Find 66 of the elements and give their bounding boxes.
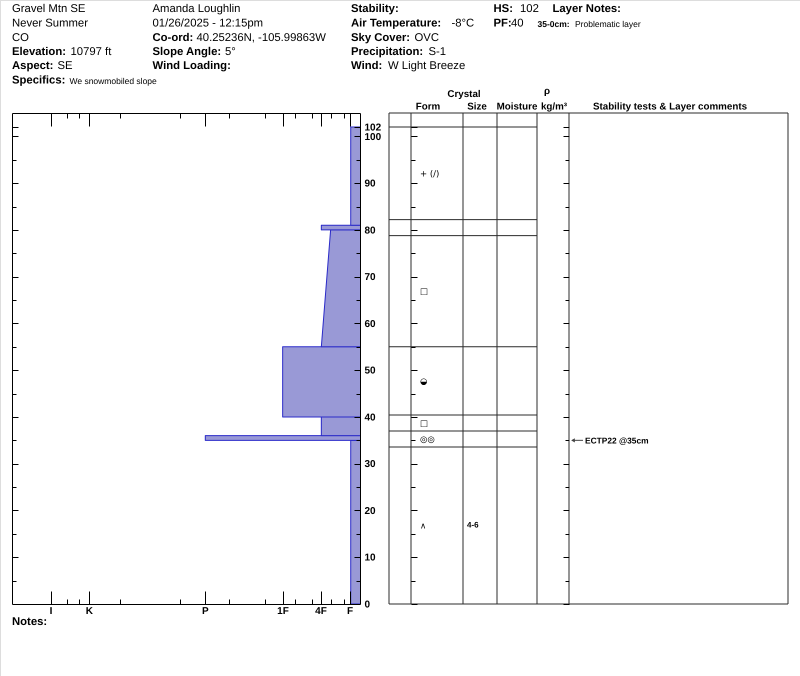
text: CO: [12, 32, 30, 44]
text: W Light Breeze: [388, 60, 466, 72]
y-tick-label: 90: [364, 178, 376, 190]
text: We snowmobiled slope: [70, 76, 158, 86]
y-tick-label: 80: [364, 225, 376, 236]
y-tick-label: 10: [364, 552, 376, 564]
text: HS:: [494, 3, 513, 15]
y-tick-label: 60: [364, 318, 376, 330]
text: F: [346, 606, 354, 617]
text: 10797 ft: [70, 46, 112, 58]
text: Air Temperature:: [351, 18, 442, 30]
text: Precipitation:: [351, 46, 424, 58]
text: 35-0cm:: [538, 19, 570, 29]
text: -8°C: [452, 18, 474, 30]
text: Sky Cover:: [351, 32, 410, 44]
text: ∧: [420, 521, 426, 532]
text: Specifics:: [12, 74, 66, 86]
text: 5°: [225, 46, 236, 58]
text: Notes:: [12, 616, 48, 628]
text: Crystal: [447, 89, 481, 100]
text: P: [202, 606, 209, 617]
text: ECTP22 @35cm: [585, 435, 649, 446]
text: OVC: [414, 32, 439, 44]
y-tick-label: 40: [364, 412, 376, 424]
text: PF:: [494, 18, 512, 30]
text: ρ: [544, 86, 550, 97]
text: K: [86, 606, 94, 617]
text: 40.25236N, -105.99863W: [196, 32, 326, 44]
y-tick-label: 100: [364, 132, 382, 143]
text: 4-6: [467, 520, 480, 530]
text: 102: [520, 3, 539, 15]
text: Form: [416, 102, 441, 112]
text: Co-ord:: [152, 32, 194, 44]
text: kg/m³: [540, 102, 568, 112]
text: ◒: [420, 376, 428, 387]
text: Stability tests & Layer comments: [592, 102, 748, 112]
text: Wind Loading:: [152, 60, 231, 72]
text: Aspect:: [12, 60, 54, 72]
text: 1F: [277, 606, 289, 617]
text: Size: [467, 102, 488, 112]
text: 40: [511, 18, 524, 30]
text: 4F: [315, 606, 327, 617]
text: SE: [58, 60, 74, 72]
text: Never Summer: [12, 18, 88, 30]
text: S-1: [428, 46, 446, 58]
text: □: [420, 418, 428, 429]
text: Stability:: [351, 3, 399, 15]
y-tick-label: 102: [364, 122, 382, 134]
text: Elevation:: [12, 46, 66, 58]
text: I: [50, 606, 53, 617]
text: Layer Notes:: [552, 3, 621, 15]
y-tick-label: 70: [364, 272, 376, 284]
text: Amanda Loughlin: [152, 3, 240, 15]
text: Moisture: [496, 102, 538, 112]
y-tick-label: 20: [364, 506, 376, 517]
text: Gravel Mtn SE: [12, 3, 86, 15]
text: 01/26/2025 - 12:15pm: [152, 18, 264, 30]
text: Problematic layer: [575, 19, 641, 29]
y-tick-label: 50: [364, 366, 376, 377]
text: + (/): [420, 169, 440, 180]
text: ◎◎: [420, 434, 435, 445]
text: Wind:: [351, 60, 382, 72]
y-tick-label: 0: [364, 600, 370, 610]
text: □: [420, 287, 428, 298]
y-tick-label: 30: [364, 459, 376, 470]
text: Slope Angle:: [152, 46, 222, 58]
